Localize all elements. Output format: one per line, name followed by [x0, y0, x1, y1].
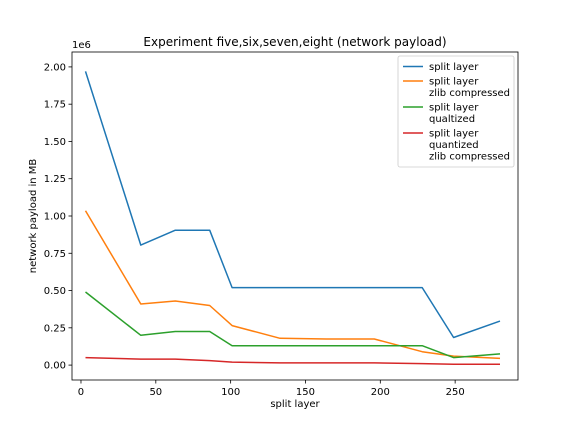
y-tick-label: 0.00: [44, 361, 66, 372]
y-axis-label: network payload in MB: [28, 159, 39, 274]
x-tick-label: 200: [371, 387, 390, 398]
x-axis-label: split layer: [270, 399, 320, 410]
x-tick-label: 100: [221, 387, 240, 398]
y-tick-label: 1.75: [44, 100, 66, 111]
chart-title: Experiment five,six,seven,eight (network…: [143, 35, 446, 49]
y-tick-label: 0.75: [44, 249, 66, 260]
x-tick-label: 50: [149, 387, 162, 398]
y-tick-label: 1.00: [44, 212, 66, 223]
y-tick-label: 1.50: [44, 137, 66, 148]
legend-entry-3: split layerqualtized: [429, 103, 479, 126]
x-tick-label: 250: [446, 387, 465, 398]
y-tick-label: 0.25: [44, 323, 66, 334]
y-scale-label: 1e6: [72, 40, 91, 51]
y-tick-label: 2.00: [44, 62, 66, 73]
x-tick-label: 150: [296, 387, 315, 398]
legend: split layersplit layerzlib compressedspl…: [398, 56, 514, 167]
y-tick-label: 1.25: [44, 174, 66, 185]
legend-entry-1: split layer: [429, 62, 479, 73]
y-tick-label: 0.50: [44, 286, 66, 297]
x-tick-label: 0: [78, 387, 84, 398]
